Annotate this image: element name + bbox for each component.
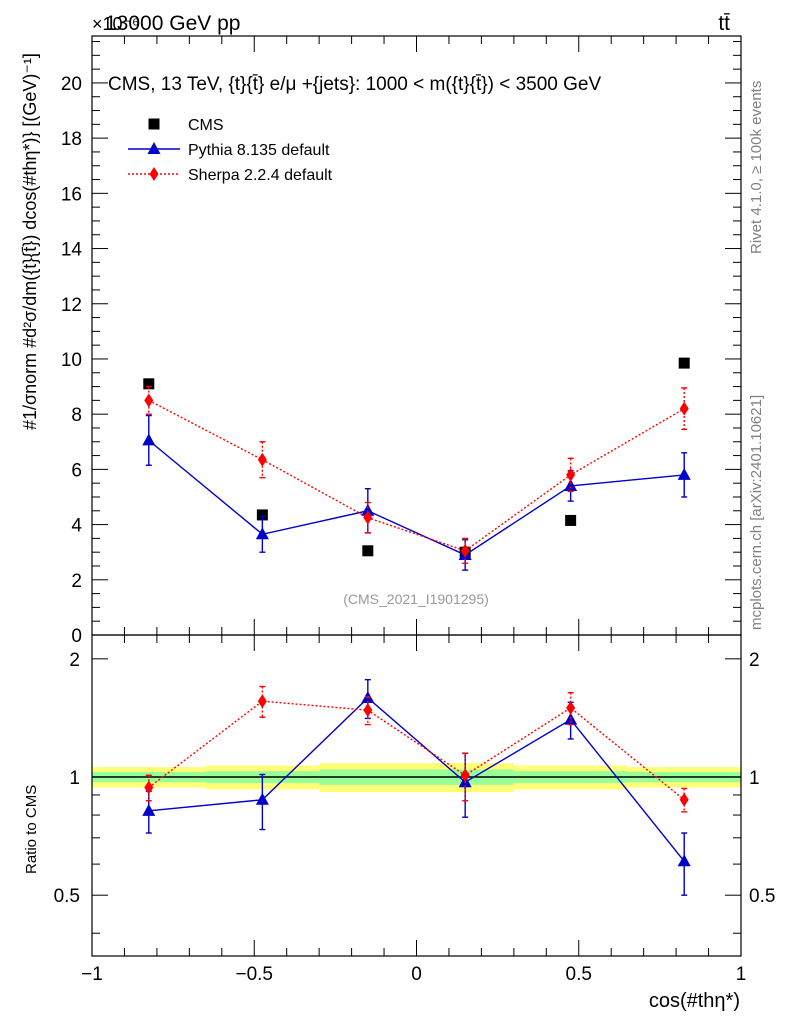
x-tick-label: −1	[81, 964, 103, 985]
y-tick-label: 12	[61, 295, 82, 316]
ratio-pythia-point	[255, 792, 269, 805]
x-tick-label: 1	[736, 964, 747, 985]
ratio-frame	[91, 634, 742, 957]
main-sherpa-point	[363, 510, 373, 525]
main-sherpa-line	[148, 399, 685, 552]
ratio-sherpa-point	[679, 792, 689, 807]
main-pythia-point	[142, 433, 156, 446]
ratio-sherpa-point	[566, 700, 576, 715]
main-cms-point	[256, 509, 268, 521]
main-pythia-point	[361, 503, 375, 516]
ratio-sherpa-point	[257, 694, 267, 709]
y-tick-label: 0	[71, 626, 82, 647]
x-tick-label: 0.5	[566, 964, 592, 985]
y-tick-label: 6	[71, 460, 82, 481]
ratio-y-tick-label-right: 1	[749, 768, 760, 789]
x-tick-label: −0.5	[235, 964, 273, 985]
main-sherpa-point	[679, 401, 689, 416]
legend-label: CMS	[188, 117, 224, 134]
y-tick-label: 8	[71, 405, 82, 426]
main-pythia-point	[255, 527, 269, 540]
y-tick-label: 20	[61, 74, 82, 95]
analysis-id: (CMS_2021_I1901295)	[343, 591, 489, 607]
legend-label: Sherpa 2.2.4 default	[188, 167, 333, 184]
ratio-y-tick-label-right: 0.5	[749, 886, 775, 907]
ratio-y-axis-label: Ratio to CMS	[23, 785, 40, 874]
ratio-y-tick-label: 2	[69, 650, 80, 671]
y-tick-label: 14	[61, 240, 83, 261]
ratio-y-tick-label: 0.5	[54, 886, 80, 907]
ratio-sherpa-point	[460, 768, 470, 783]
y-tick-label: 16	[61, 184, 82, 205]
ratio-pythia-point	[142, 803, 156, 816]
mcplots-label: mcplots.cern.ch [arXiv:2401.10621]	[748, 395, 765, 630]
legend-label: Pythia 8.135 default	[188, 142, 330, 159]
ratio-y-tick-label-right: 2	[749, 650, 760, 671]
x-axis-label: cos(#thη*)	[649, 990, 740, 1012]
energy-label: 13000 GeV pp	[105, 12, 240, 35]
ratio-sherpa-point	[144, 780, 154, 795]
ratio-y-tick-label: 1	[69, 768, 80, 789]
main-pythia-line	[148, 439, 685, 556]
main-sherpa-point	[566, 467, 576, 482]
ratio-sherpa-point	[363, 703, 373, 718]
ratio-pythia-line	[148, 696, 685, 862]
main-sherpa-point	[144, 393, 154, 408]
main-cms-point	[362, 545, 374, 557]
chart-title: CMS, 13 TeV, {t}{t̄} e/μ +{jets}: 1000 <…	[108, 74, 601, 95]
rivet-label: Rivet 4.1.0, ≥ 100k events	[748, 81, 765, 254]
main-cms-point	[143, 378, 155, 390]
y-tick-label: 2	[71, 571, 82, 592]
main-panel: 0 2 4 6 8 10 12 14 16 18 20	[61, 35, 742, 647]
main-y-axis-label: #1/σnorm #d²σ/dm({t}{t̄}) dcos(#thη*)} […	[20, 53, 40, 430]
main-sherpa-point	[460, 543, 470, 558]
y-tick-label: 18	[61, 129, 82, 150]
ratio-pythia-point	[677, 854, 691, 867]
main-pythia-point	[677, 467, 691, 480]
x-tick-label: 0	[411, 964, 422, 985]
y-tick-label: 4	[71, 516, 82, 537]
ratio-panel: 0.5 0.5 1 1 2 2 −1 −0.5 0 0.5 1	[54, 634, 775, 985]
legend-marker	[149, 167, 159, 181]
main-sherpa-point	[257, 452, 267, 467]
legend-marker	[148, 118, 160, 130]
main-cms-point	[678, 357, 690, 369]
legend-marker	[147, 142, 161, 154]
process-label: tt̄	[718, 12, 730, 35]
legend: CMS Pythia 8.135 default Sherpa 2.2.4 defa…	[128, 117, 333, 184]
exponent-label: ×10⁻⁶	[92, 14, 139, 34]
main-cms-point	[565, 514, 577, 526]
y-tick-label: 10	[61, 350, 82, 371]
main-pythia-point	[564, 478, 578, 491]
